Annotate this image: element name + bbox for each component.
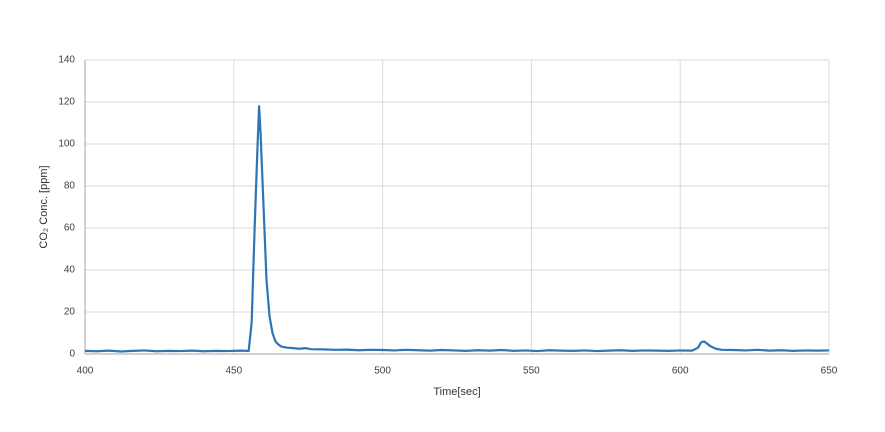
y-tick-label: 20 bbox=[64, 307, 76, 318]
y-tick-label: 80 bbox=[64, 181, 76, 192]
y-tick-label: 120 bbox=[58, 97, 75, 108]
x-axis-label: Time[sec] bbox=[433, 386, 480, 398]
x-tick-label: 600 bbox=[672, 366, 689, 377]
y-tick-label: 100 bbox=[58, 139, 75, 150]
x-tick-label: 450 bbox=[225, 366, 242, 377]
y-tick-label: 40 bbox=[64, 265, 76, 276]
y-tick-label: 140 bbox=[58, 55, 75, 66]
x-tick-label: 650 bbox=[821, 366, 838, 377]
x-tick-label: 400 bbox=[77, 366, 94, 377]
x-tick-label: 500 bbox=[374, 366, 391, 377]
data-line bbox=[84, 105, 830, 353]
y-tick-label: 0 bbox=[69, 349, 75, 360]
y-tick-label: 60 bbox=[64, 223, 76, 234]
y-axis-label: CO₂ Conc. [ppm] bbox=[38, 165, 50, 248]
x-tick-label: 550 bbox=[523, 366, 540, 377]
